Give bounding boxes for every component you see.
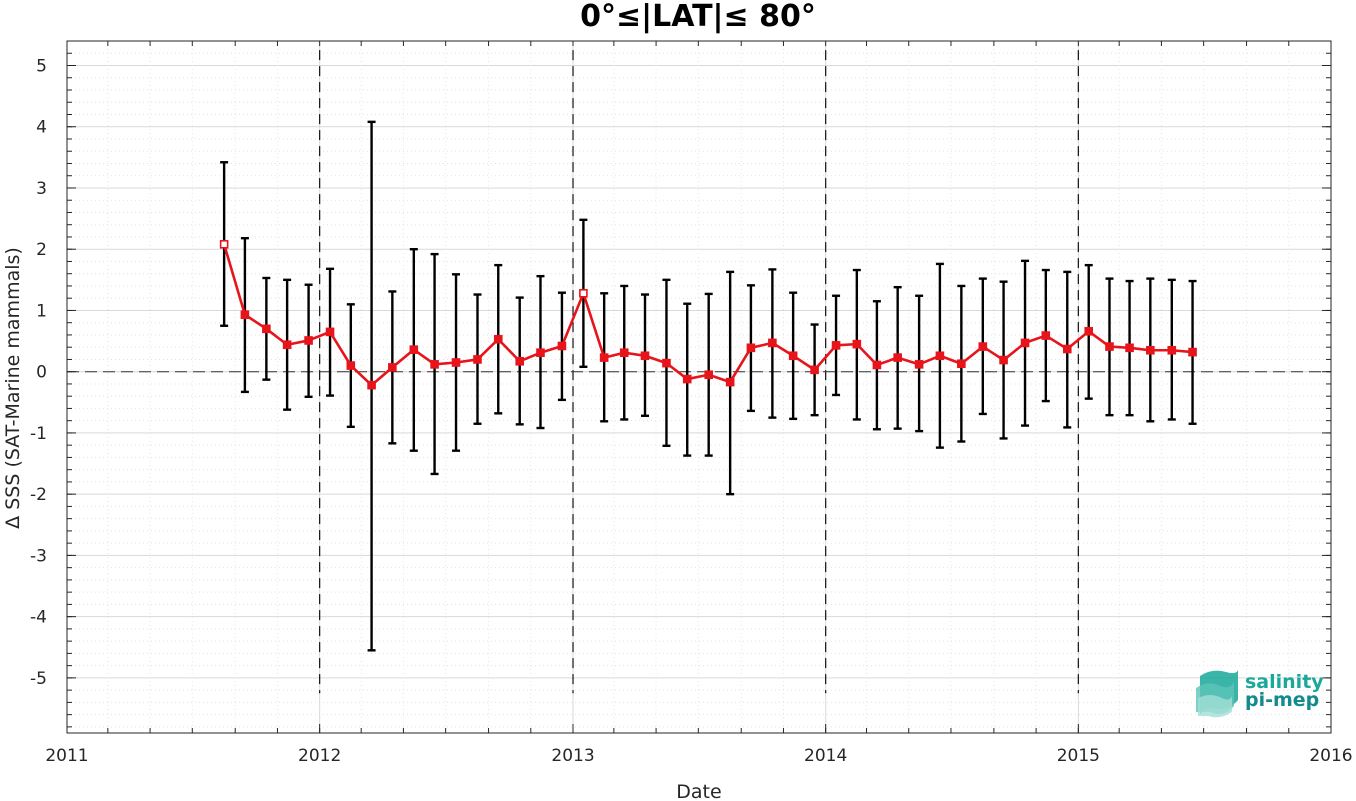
data-point-marker [1167, 345, 1177, 355]
data-point-marker [746, 343, 756, 353]
data-point-marker [619, 348, 629, 358]
chart-title: 0°≤|LAT|≤ 80° [580, 0, 816, 34]
data-point-marker [872, 360, 882, 370]
y-tick-label: -5 [30, 669, 47, 689]
data-point-marker [282, 340, 292, 350]
data-point-marker [473, 355, 482, 364]
x-tick-label: 2016 [1309, 746, 1352, 766]
x-tick-label: 2014 [804, 746, 847, 766]
data-point-marker [430, 360, 439, 369]
data-point-marker [893, 353, 902, 362]
logo-text-salinity: salinity [1245, 671, 1324, 693]
salinity-pi-mep-logo: salinity pi-mep [1196, 670, 1324, 718]
data-point-marker [1041, 331, 1051, 340]
data-point-marker [852, 339, 862, 349]
data-point-marker [451, 358, 461, 367]
data-point-marker [1105, 342, 1114, 351]
data-point-marker [725, 377, 735, 387]
data-point-marker [914, 360, 924, 369]
data-point-marker [682, 374, 692, 384]
data-point-marker [935, 351, 945, 361]
plot-area-frame [66, 40, 1332, 734]
y-tick-label: 1 [36, 301, 47, 321]
data-point-marker [579, 289, 588, 298]
y-tick-label: 2 [36, 240, 47, 260]
data-point-marker [1062, 344, 1072, 354]
data-point-marker [557, 341, 567, 351]
data-point-marker [768, 338, 777, 348]
data-point-marker [240, 310, 250, 320]
data-point-marker [409, 345, 419, 354]
y-tick-label: -4 [30, 608, 47, 628]
wave-logo-icon [1196, 670, 1238, 718]
logo-text-pi-mep: pi-mep [1245, 689, 1319, 711]
data-point-marker [325, 327, 335, 337]
data-point-marker [536, 348, 545, 358]
y-tick-label: -2 [30, 485, 47, 505]
data-point-marker [640, 351, 650, 361]
data-point-marker [978, 342, 988, 351]
data-point-marker [304, 336, 313, 345]
y-tick-labels: 5 4 3 2 1 0 -1 -2 -3 -4 -5 [30, 56, 47, 688]
data-point-marker [599, 353, 609, 362]
grid [67, 41, 1331, 733]
y-axis-label: Δ SSS (SAT-Marine mammals) [2, 247, 24, 529]
x-tick-label: 2011 [45, 746, 88, 766]
data-point-marker [1020, 338, 1030, 348]
data-point-marker [788, 351, 798, 361]
x-axis-label: Date [676, 781, 721, 801]
data-point-marker [704, 370, 713, 380]
axis-ticks [66, 41, 1332, 733]
data-point-marker [810, 365, 819, 375]
x-tick-labels: 2011 2012 2013 2014 2015 2016 [45, 746, 1352, 766]
series-markers [219, 240, 1197, 390]
y-tick-label: 4 [36, 118, 47, 138]
data-point-marker [1125, 343, 1134, 353]
data-point-marker [831, 341, 841, 350]
y-tick-label: -3 [30, 546, 47, 566]
x-tick-label: 2015 [1057, 746, 1100, 766]
data-point-marker [493, 334, 503, 344]
data-point-marker [515, 356, 525, 366]
data-point-marker [367, 380, 376, 390]
data-point-marker [662, 358, 671, 368]
data-point-marker [1084, 326, 1094, 336]
data-point-marker [388, 363, 397, 372]
data-point-marker [999, 355, 1008, 365]
y-tick-label: 5 [36, 56, 47, 76]
y-tick-label: 3 [36, 179, 47, 199]
data-point-marker [957, 359, 966, 369]
y-tick-label: 0 [36, 363, 47, 383]
data-point-marker [346, 361, 356, 370]
data-point-marker [1146, 345, 1155, 355]
data-point-marker [219, 240, 229, 249]
error-bars [220, 120, 1197, 652]
x-tick-label: 2012 [298, 746, 341, 766]
x-tick-label: 2013 [551, 746, 594, 766]
data-point-marker [1188, 347, 1197, 357]
data-point-marker [262, 324, 271, 334]
y-tick-label: -1 [30, 424, 47, 444]
